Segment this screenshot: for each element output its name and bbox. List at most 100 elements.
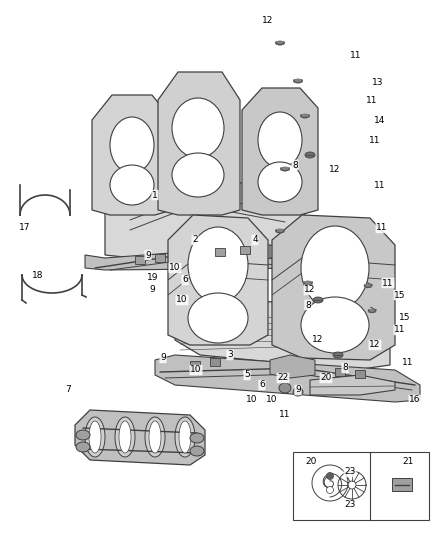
Polygon shape bbox=[215, 248, 225, 256]
Polygon shape bbox=[155, 254, 165, 262]
Text: 17: 17 bbox=[19, 223, 31, 232]
Text: 10: 10 bbox=[246, 395, 257, 405]
Polygon shape bbox=[241, 88, 317, 215]
Polygon shape bbox=[190, 361, 200, 369]
Text: 12: 12 bbox=[368, 341, 380, 350]
Text: 9: 9 bbox=[160, 353, 166, 362]
Ellipse shape bbox=[190, 433, 204, 443]
Text: 11: 11 bbox=[374, 181, 385, 190]
Text: 11: 11 bbox=[393, 326, 405, 335]
Text: 11: 11 bbox=[368, 135, 380, 144]
Text: 18: 18 bbox=[32, 271, 44, 279]
Text: 2: 2 bbox=[192, 236, 198, 245]
Text: 15: 15 bbox=[393, 290, 405, 300]
Polygon shape bbox=[303, 282, 311, 285]
Text: 9: 9 bbox=[145, 251, 151, 260]
Ellipse shape bbox=[332, 352, 342, 358]
Polygon shape bbox=[272, 215, 394, 360]
Circle shape bbox=[326, 472, 333, 480]
Polygon shape bbox=[293, 80, 301, 83]
Ellipse shape bbox=[179, 421, 191, 453]
Ellipse shape bbox=[258, 162, 301, 202]
Ellipse shape bbox=[76, 442, 90, 452]
Text: 8: 8 bbox=[304, 301, 310, 310]
Ellipse shape bbox=[145, 417, 165, 457]
Text: 11: 11 bbox=[365, 95, 377, 104]
Ellipse shape bbox=[172, 98, 223, 158]
Text: 4: 4 bbox=[251, 236, 257, 245]
Polygon shape bbox=[105, 175, 304, 265]
Polygon shape bbox=[75, 410, 205, 465]
Bar bbox=[292, 452, 428, 520]
Ellipse shape bbox=[85, 417, 105, 457]
Text: 16: 16 bbox=[408, 395, 420, 405]
Text: 10: 10 bbox=[190, 366, 201, 375]
Ellipse shape bbox=[312, 297, 322, 303]
Ellipse shape bbox=[300, 297, 368, 353]
Polygon shape bbox=[92, 95, 172, 215]
Text: 19: 19 bbox=[147, 273, 159, 282]
Polygon shape bbox=[175, 295, 389, 370]
Polygon shape bbox=[354, 370, 364, 378]
Ellipse shape bbox=[110, 117, 154, 173]
Text: 11: 11 bbox=[350, 51, 361, 60]
Polygon shape bbox=[275, 229, 283, 232]
Polygon shape bbox=[334, 368, 344, 376]
Polygon shape bbox=[364, 285, 371, 287]
Text: 10: 10 bbox=[176, 295, 187, 304]
Text: 9: 9 bbox=[149, 286, 155, 295]
Polygon shape bbox=[300, 114, 308, 117]
Ellipse shape bbox=[119, 421, 131, 453]
Polygon shape bbox=[209, 358, 219, 366]
Ellipse shape bbox=[89, 421, 101, 453]
Polygon shape bbox=[194, 240, 269, 268]
Ellipse shape bbox=[172, 153, 223, 197]
Text: 8: 8 bbox=[291, 160, 297, 169]
Ellipse shape bbox=[300, 226, 368, 310]
Polygon shape bbox=[293, 79, 301, 82]
Polygon shape bbox=[240, 246, 249, 254]
Circle shape bbox=[347, 481, 355, 489]
Text: 11: 11 bbox=[381, 279, 393, 287]
Polygon shape bbox=[364, 285, 371, 287]
Ellipse shape bbox=[187, 293, 247, 343]
Ellipse shape bbox=[187, 227, 247, 303]
Polygon shape bbox=[85, 242, 344, 270]
Text: 12: 12 bbox=[328, 166, 340, 174]
Polygon shape bbox=[275, 42, 283, 45]
Polygon shape bbox=[280, 167, 289, 170]
Text: 20: 20 bbox=[320, 374, 331, 383]
Text: 11: 11 bbox=[401, 359, 413, 367]
Polygon shape bbox=[367, 310, 375, 312]
Text: 7: 7 bbox=[65, 385, 71, 394]
Circle shape bbox=[326, 487, 333, 494]
Text: 6: 6 bbox=[258, 381, 264, 390]
Text: 23: 23 bbox=[343, 467, 355, 477]
Text: 22: 22 bbox=[277, 374, 288, 383]
Text: 3: 3 bbox=[226, 351, 232, 359]
Polygon shape bbox=[367, 310, 375, 312]
Polygon shape bbox=[168, 215, 267, 345]
Ellipse shape bbox=[304, 152, 314, 158]
Text: 9: 9 bbox=[294, 385, 300, 394]
Text: 21: 21 bbox=[401, 457, 413, 466]
Polygon shape bbox=[275, 41, 283, 44]
Polygon shape bbox=[155, 355, 419, 402]
Polygon shape bbox=[309, 375, 394, 395]
Polygon shape bbox=[303, 281, 311, 284]
Text: 12: 12 bbox=[304, 286, 315, 295]
Polygon shape bbox=[300, 115, 308, 118]
Polygon shape bbox=[275, 230, 283, 233]
Ellipse shape bbox=[76, 430, 90, 440]
Text: 5: 5 bbox=[244, 370, 249, 379]
Ellipse shape bbox=[292, 388, 302, 396]
Text: 12: 12 bbox=[311, 335, 323, 344]
Polygon shape bbox=[269, 355, 314, 378]
Text: 10: 10 bbox=[169, 263, 180, 272]
Ellipse shape bbox=[110, 165, 154, 205]
Text: 15: 15 bbox=[398, 313, 410, 322]
Text: 23: 23 bbox=[343, 500, 355, 510]
Text: 11: 11 bbox=[375, 223, 387, 232]
Polygon shape bbox=[391, 478, 411, 491]
Ellipse shape bbox=[190, 446, 204, 456]
